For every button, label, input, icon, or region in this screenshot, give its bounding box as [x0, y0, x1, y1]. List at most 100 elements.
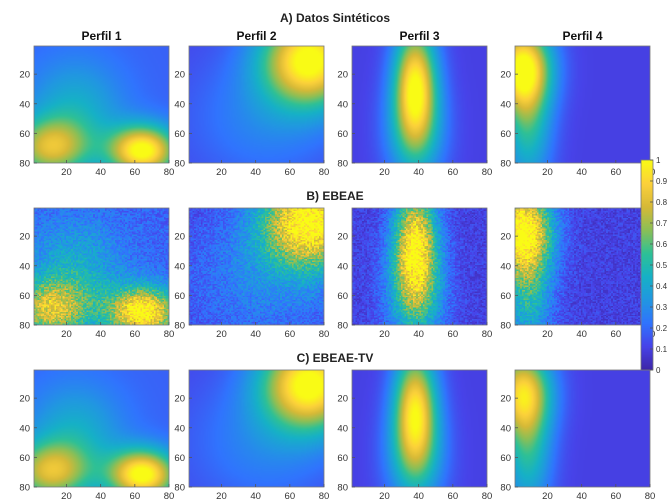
- y-tick-label: 80: [500, 483, 511, 494]
- x-tick-label: 60: [611, 167, 622, 178]
- x-tick-label: 80: [482, 491, 493, 500]
- panel-title: Perfil 1: [81, 29, 121, 43]
- panel-title: Perfil 2: [236, 29, 276, 43]
- row-2: B) EBEAE 20 40 60 80 20 40 60 80 20 40 60 80 20 40 60 80…: [19, 189, 655, 340]
- axes-frame: [33, 207, 170, 326]
- y-tick-label: 60: [19, 291, 30, 302]
- x-tick-label: 20: [216, 167, 227, 178]
- heatmap-panel: Perfil 1 20 40 60 80 20 40 60 80: [19, 29, 174, 178]
- x-tick-label: 80: [482, 167, 493, 178]
- y-tick-label: 80: [337, 159, 348, 170]
- y-tick-label: 80: [337, 321, 348, 332]
- heatmap-panel: 20 40 60 80 20 40 60 80: [500, 369, 655, 500]
- colorbar: 0 0.1 0.2 0.3 0.4 0.5 0.6 0.7 0.8 0.9 1: [640, 156, 668, 375]
- heatmap-image: [515, 208, 650, 325]
- heatmap-panel: 20 40 60 80 20 40 60 80: [19, 369, 174, 500]
- y-tick-label: 40: [337, 423, 348, 434]
- x-tick-label: 40: [250, 329, 261, 340]
- panel-title: Perfil 3: [399, 29, 439, 43]
- colorbar-tick-label: 0.7: [656, 219, 668, 228]
- heatmap-image: [34, 208, 169, 325]
- y-tick-label: 40: [174, 423, 185, 434]
- y-tick-label: 40: [174, 99, 185, 110]
- axes-frame: [188, 369, 325, 488]
- x-tick-label: 20: [61, 167, 72, 178]
- y-tick-label: 20: [500, 232, 511, 243]
- y-tick-label: 60: [337, 129, 348, 140]
- x-tick-label: 60: [130, 329, 141, 340]
- x-tick-label: 40: [576, 167, 587, 178]
- heatmap-image: [515, 370, 650, 487]
- y-tick-label: 60: [500, 129, 511, 140]
- y-tick-label: 80: [337, 483, 348, 494]
- x-tick-label: 80: [319, 167, 330, 178]
- y-tick-label: 20: [500, 394, 511, 405]
- y-tick-label: 40: [500, 423, 511, 434]
- colorbar-tick-label: 0.3: [656, 303, 668, 312]
- x-tick-label: 60: [448, 167, 459, 178]
- x-tick-label: 40: [95, 329, 106, 340]
- heatmap-image: [34, 370, 169, 487]
- x-tick-label: 60: [130, 167, 141, 178]
- x-tick-label: 80: [319, 329, 330, 340]
- x-tick-label: 60: [611, 329, 622, 340]
- y-tick-label: 40: [19, 99, 30, 110]
- colorbar-gradient: [641, 160, 653, 370]
- colorbar-tick-label: 0: [656, 366, 661, 375]
- heatmap-grid: A) Datos Sintéticos Perfil 1 20 40 60 80 20 40 6…: [19, 11, 655, 500]
- colorbar-tick-label: 0.1: [656, 345, 668, 354]
- x-tick-label: 20: [379, 167, 390, 178]
- x-tick-label: 60: [448, 329, 459, 340]
- colorbar-tick-label: 1: [656, 156, 661, 165]
- axes-frame: [188, 207, 325, 326]
- y-tick-label: 20: [174, 232, 185, 243]
- heatmap-panel: 20 40 60 80 20 40 60 80: [19, 207, 175, 340]
- y-tick-label: 20: [19, 70, 30, 81]
- y-tick-label: 80: [19, 483, 30, 494]
- row-3: C) EBEAE-TV 20 40 60 80 20 40 60 80 20 40 60 80 20 40 6…: [19, 351, 655, 500]
- heatmap-image: [352, 370, 487, 487]
- x-tick-label: 20: [216, 329, 227, 340]
- y-tick-label: 20: [337, 394, 348, 405]
- colorbar-tick-label: 0.5: [656, 261, 668, 270]
- heatmap-image: [352, 46, 487, 163]
- y-tick-label: 40: [337, 99, 348, 110]
- x-tick-label: 20: [379, 329, 390, 340]
- y-tick-label: 20: [174, 394, 185, 405]
- axes-frame: [33, 369, 170, 488]
- y-tick-label: 40: [19, 423, 30, 434]
- heatmap-panel: Perfil 2 20 40 60 80 20 40 60 80: [174, 29, 329, 178]
- colorbar-tick-label: 0.8: [656, 198, 668, 207]
- y-tick-label: 60: [500, 453, 511, 464]
- x-tick-label: 40: [413, 329, 424, 340]
- y-tick-label: 20: [500, 70, 511, 81]
- heatmap-panel: Perfil 42040608020406080: [500, 29, 655, 178]
- x-tick-label: 80: [164, 329, 175, 340]
- row-title: B) EBEAE: [306, 189, 363, 203]
- axes-frame: [188, 45, 325, 164]
- y-tick-label: 40: [19, 261, 30, 272]
- x-tick-label: 60: [611, 491, 622, 500]
- y-tick-label: 80: [174, 321, 185, 332]
- heatmap-panel: 20 40 60 80 20 40 60 80: [337, 369, 493, 500]
- x-tick-label: 80: [164, 167, 175, 178]
- y-tick-label: 20: [174, 70, 185, 81]
- axes-frame: [351, 45, 488, 164]
- x-tick-label: 60: [285, 167, 296, 178]
- y-tick-label: 80: [500, 159, 511, 170]
- heatmap-image: [189, 46, 324, 163]
- row-title: A) Datos Sintéticos: [280, 11, 390, 25]
- y-tick-label: 80: [19, 159, 30, 170]
- axes-frame: [351, 369, 488, 488]
- y-tick-label: 20: [19, 232, 30, 243]
- y-tick-label: 60: [19, 453, 30, 464]
- x-tick-label: 20: [216, 491, 227, 500]
- heatmap-image: [189, 208, 324, 325]
- x-tick-label: 60: [130, 491, 141, 500]
- x-tick-label: 20: [379, 491, 390, 500]
- y-tick-label: 20: [337, 232, 348, 243]
- heatmap-image: [34, 46, 169, 163]
- x-tick-label: 60: [448, 491, 459, 500]
- y-tick-label: 80: [19, 321, 30, 332]
